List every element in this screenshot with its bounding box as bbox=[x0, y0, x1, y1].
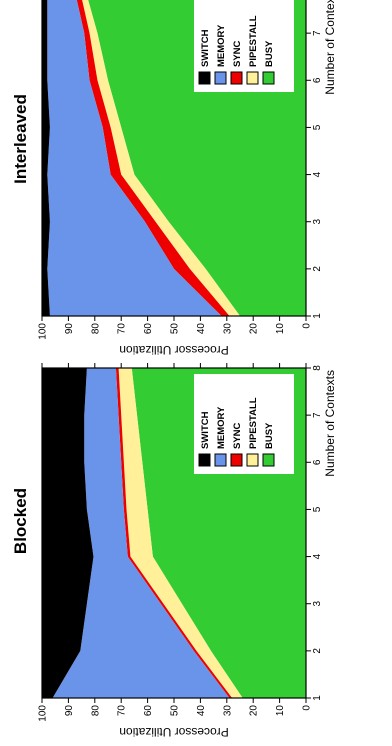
chart1-xtick-label: 7 bbox=[312, 30, 323, 36]
chart1-ytick-label: 90 bbox=[64, 323, 75, 335]
chart0-ytick-label: 90 bbox=[64, 705, 75, 717]
chart0-xtick-label: 2 bbox=[312, 648, 323, 654]
chart0-legend-swatch-busy bbox=[262, 453, 275, 467]
chart1-ytick-label: 80 bbox=[90, 323, 101, 335]
chart0-legend-label-memory: MEMORY bbox=[216, 406, 227, 449]
chart0-xtick-label: 4 bbox=[312, 553, 323, 559]
chart0-legend-swatch-switch bbox=[198, 453, 211, 467]
chart0-legend-label-sync: SYNC bbox=[232, 422, 243, 449]
chart1-xtick-label: 6 bbox=[312, 77, 323, 83]
chart0-xtick-label: 8 bbox=[312, 365, 323, 371]
chart0-ytick-label: 30 bbox=[222, 705, 233, 717]
chart0-ytick-label: 100 bbox=[38, 705, 49, 722]
chart0-xlabel: Number of Contexts bbox=[323, 370, 337, 477]
chart1-legend-swatch-sync bbox=[230, 71, 243, 85]
chart1-ytick-label: 50 bbox=[170, 323, 181, 335]
chart1-area-switch bbox=[42, 0, 50, 316]
chart1-legend: SWITCH MEMORY SYNC PIPESTALL BUSY bbox=[194, 0, 294, 92]
chart1-legend-box bbox=[194, 0, 294, 92]
chart0-legend-swatch-memory bbox=[214, 453, 227, 467]
chart0-ylabel: Processor Utilization bbox=[119, 725, 228, 739]
chart1-xtick-label: 4 bbox=[312, 171, 323, 177]
chart0-area-memory bbox=[52, 368, 230, 698]
chart0-ytick-label: 80 bbox=[90, 705, 101, 717]
chart0-ytick-label: 60 bbox=[143, 705, 154, 717]
chart1-title: Interleaved bbox=[11, 94, 30, 184]
chart1-legend-swatch-switch bbox=[198, 71, 211, 85]
chart1-legend-label-sync: SYNC bbox=[232, 40, 243, 67]
chart1-ylabel: Processor Utilization bbox=[119, 343, 228, 357]
chart1-area-memory bbox=[47, 0, 222, 316]
chart0-legend-swatch-pipestall bbox=[246, 453, 259, 467]
chart0-xtick-label: 5 bbox=[312, 506, 323, 512]
chart1-legend-swatch-busy bbox=[262, 71, 275, 85]
chart0-ytick-label: 40 bbox=[196, 705, 207, 717]
chart0-ytick-label: 10 bbox=[275, 705, 286, 717]
chart1-xlabel: Number of Contexts bbox=[323, 0, 337, 95]
chart0-area-switch bbox=[42, 368, 94, 698]
chart1-xtick-label: 5 bbox=[312, 124, 323, 130]
chart1-xtick-label: 3 bbox=[312, 218, 323, 224]
chart0-xtick-label: 6 bbox=[312, 459, 323, 465]
chart0-ytick-label: 70 bbox=[117, 705, 128, 717]
chart1-xtick-label: 2 bbox=[312, 266, 323, 272]
chart0-title: Blocked bbox=[11, 488, 30, 554]
chart0-legend-label-busy: BUSY bbox=[264, 422, 275, 449]
chart0-xtick-label: 7 bbox=[312, 412, 323, 418]
chart0-legend-swatch-sync bbox=[230, 453, 243, 467]
chart1-legend-swatch-pipestall bbox=[246, 71, 259, 85]
chart0-legend: SWITCH MEMORY SYNC PIPESTALL BUSY bbox=[194, 374, 294, 474]
chart1-ytick-label: 100 bbox=[38, 323, 49, 340]
chart1-legend-label-busy: BUSY bbox=[264, 40, 275, 67]
chart1-legend-swatch-memory bbox=[214, 71, 227, 85]
chart0-ytick-label: 0 bbox=[302, 705, 313, 711]
chart1-ytick-label: 20 bbox=[249, 323, 260, 335]
chart1-ytick-label: 60 bbox=[143, 323, 154, 335]
chart1-ytick-label: 40 bbox=[196, 323, 207, 335]
chart0-ytick-label: 20 bbox=[249, 705, 260, 717]
chart1-legend-label-memory: MEMORY bbox=[216, 24, 227, 67]
chart0-xtick-label: 1 bbox=[312, 695, 323, 701]
chart0-ytick-label: 50 bbox=[170, 705, 181, 717]
chart1-xtick-label: 1 bbox=[312, 313, 323, 319]
chart1-legend-label-switch: SWITCH bbox=[200, 29, 211, 67]
chart0-area-pipestall bbox=[118, 368, 243, 698]
chart0-legend-box bbox=[194, 374, 294, 474]
chart0-legend-label-pipestall: PIPESTALL bbox=[248, 397, 259, 449]
chart1-ytick-label: 30 bbox=[222, 323, 233, 335]
chart0-legend-label-switch: SWITCH bbox=[200, 411, 211, 449]
chart1-ytick-label: 10 bbox=[275, 323, 286, 335]
chart1-ytick-label: 70 bbox=[117, 323, 128, 335]
chart1-ytick-label: 0 bbox=[302, 323, 313, 329]
chart1-legend-label-pipestall: PIPESTALL bbox=[248, 15, 259, 67]
chart0-xtick-label: 3 bbox=[312, 600, 323, 606]
